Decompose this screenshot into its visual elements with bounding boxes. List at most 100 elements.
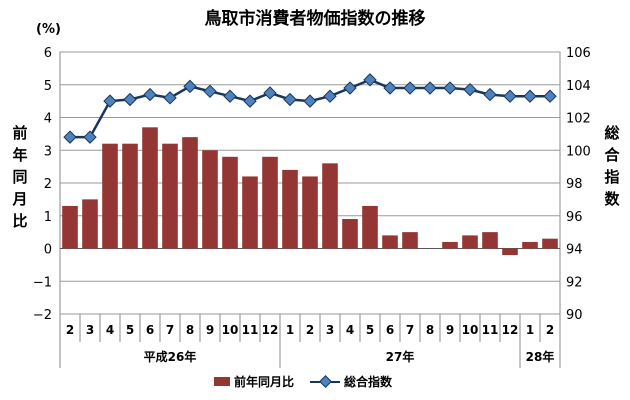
x-tick-label: 2 <box>546 323 554 337</box>
x-tick-label: 4 <box>106 323 114 337</box>
bar <box>142 127 158 249</box>
bar <box>162 143 178 249</box>
bar <box>482 232 498 249</box>
index-point <box>363 73 377 87</box>
x-tick-label: 6 <box>386 323 394 337</box>
bar <box>322 163 338 249</box>
left-tick-label: 0 <box>44 243 52 258</box>
index-point <box>223 89 237 103</box>
x-year-label: 28年 <box>526 349 555 364</box>
bar <box>522 241 538 249</box>
x-tick-label: 1 <box>526 323 534 337</box>
bar <box>362 205 378 249</box>
index-point <box>383 81 397 95</box>
chart-title: 鳥取市消費者物価指数の推移 <box>204 9 426 29</box>
right-tick-label: 98 <box>566 177 583 192</box>
left-tick-label: 6 <box>44 46 52 61</box>
x-year-label: 平成26年 <box>144 349 197 364</box>
bar <box>542 238 558 249</box>
bar <box>222 156 238 249</box>
index-point <box>283 92 297 107</box>
legend-line-swatch <box>310 377 341 386</box>
x-tick-label: 7 <box>166 323 174 337</box>
x-tick-label: 5 <box>126 323 134 337</box>
index-point <box>443 81 457 95</box>
bar <box>102 143 118 249</box>
right-axis-label: 総合指数 <box>604 124 620 208</box>
index-point <box>323 89 337 103</box>
right-tick-label: 96 <box>566 210 583 225</box>
legend-line-label: 総合指数 <box>344 375 393 389</box>
index-point <box>403 81 417 95</box>
x-tick-label: 3 <box>86 323 94 337</box>
x-tick-label: 8 <box>186 323 194 337</box>
x-tick-label: 8 <box>426 323 434 337</box>
bar <box>382 235 398 249</box>
index-point <box>183 79 197 94</box>
index-point <box>83 130 97 144</box>
index-point <box>243 94 257 108</box>
right-tick-label: 104 <box>566 79 591 94</box>
bar <box>342 219 358 249</box>
x-tick-label: 2 <box>306 323 314 337</box>
index-point <box>523 89 537 103</box>
index-point <box>123 92 137 107</box>
bar <box>202 150 218 249</box>
left-tick-label: 1 <box>44 210 52 225</box>
bar <box>462 235 478 249</box>
x-tick-label: 9 <box>206 323 214 337</box>
bar <box>502 248 518 256</box>
legend-bar-swatch <box>214 377 230 386</box>
x-tick-label: 3 <box>326 323 334 337</box>
index-point <box>543 89 557 103</box>
left-tick-label: 4 <box>44 112 52 127</box>
right-tick-label: 94 <box>566 243 583 258</box>
bar <box>402 232 418 249</box>
left-tick-label: 5 <box>44 79 52 94</box>
x-year-label: 27年 <box>386 349 415 364</box>
legend: 前年同月比 総合指数 <box>214 373 408 390</box>
bar <box>182 137 198 249</box>
x-tick-label: 10 <box>222 323 239 337</box>
left-axis-label: 前年同月比 <box>12 124 28 230</box>
legend-item-bar: 前年同月比 <box>214 373 294 390</box>
index-point <box>103 94 117 108</box>
index-point <box>503 89 517 103</box>
x-tick-label: 11 <box>242 323 259 337</box>
legend-item-line: 総合指数 <box>310 373 392 390</box>
left-tick-label: 2 <box>44 177 52 192</box>
bar <box>262 156 278 249</box>
index-point <box>163 91 177 105</box>
bar <box>62 205 78 249</box>
x-tick-label: 2 <box>66 323 74 337</box>
bar <box>302 176 318 249</box>
left-tick-label: 3 <box>44 144 52 159</box>
index-point <box>63 130 77 144</box>
index-point <box>203 84 217 99</box>
left-tick-label: −1 <box>33 275 52 290</box>
bar <box>122 143 138 249</box>
index-point <box>463 82 477 97</box>
legend-bar-label: 前年同月比 <box>234 375 295 389</box>
x-tick-label: 5 <box>366 323 374 337</box>
right-tick-label: 92 <box>566 275 583 290</box>
x-tick-label: 10 <box>462 323 479 337</box>
x-tick-label: 11 <box>482 323 499 337</box>
index-point <box>343 81 357 95</box>
right-tick-label: 90 <box>566 308 583 323</box>
bar <box>242 176 258 249</box>
index-point <box>263 86 277 100</box>
index-point <box>143 87 157 102</box>
right-tick-label: 106 <box>566 46 591 61</box>
right-tick-label: 102 <box>566 112 591 127</box>
right-tick-label: 100 <box>566 144 591 159</box>
bar <box>442 241 458 249</box>
x-tick-label: 1 <box>286 323 294 337</box>
x-tick-label: 4 <box>346 323 354 337</box>
x-tick-label: 9 <box>446 323 454 337</box>
left-tick-label: −2 <box>33 308 52 323</box>
index-point <box>483 87 497 102</box>
index-point <box>423 81 437 95</box>
left-axis-unit: (%) <box>36 22 61 37</box>
